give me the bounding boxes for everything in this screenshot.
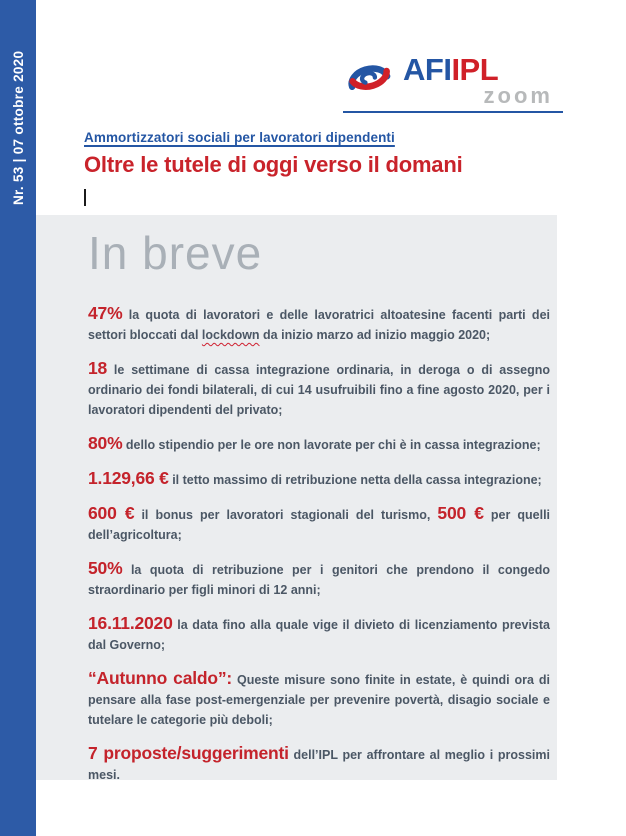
in-breve-item: 16.11.2020 la data fino alla quale vige … xyxy=(88,613,550,655)
item-lead-value: 18 xyxy=(88,358,108,378)
in-breve-item: 47% la quota di lavoratori e delle lavor… xyxy=(88,303,550,345)
item-lead-value: 1.129,66 € xyxy=(88,468,169,488)
in-breve-heading: In breve xyxy=(88,227,263,279)
in-breve-item: 1.129,66 € il tetto massimo di retribuzi… xyxy=(88,468,550,490)
item-text: da inizio marzo ad inizio maggio 2020; xyxy=(259,328,491,342)
item-text: il tetto massimo di retribuzione netta d… xyxy=(168,473,542,487)
logo-zoom-label: zoom xyxy=(483,83,553,108)
issue-sidebar: Nr. 53 | 07 ottobre 2020 xyxy=(0,0,36,836)
item-lead-value: 600 € xyxy=(88,503,135,523)
item-lead-value: 47% xyxy=(88,303,123,323)
kicker-heading[interactable]: Ammortizzatori sociali per lavoratori di… xyxy=(84,130,395,145)
item-text: Queste misure sono finite in estate, è q… xyxy=(88,673,550,727)
item-text: la quota di retribuzione per i genitori … xyxy=(88,563,550,597)
item-lead-value: 16.11.2020 xyxy=(88,613,173,633)
item-text: dello stipendio per le ore non lavorate … xyxy=(122,438,541,452)
in-breve-item: 80% dello stipendio per le ore non lavor… xyxy=(88,433,550,455)
in-breve-item: 600 € il bonus per lavoratori stagionali… xyxy=(88,503,550,545)
item-text: per quelli dell’agricoltura; xyxy=(88,508,551,542)
item-lead-value: “Autunno caldo”: xyxy=(88,668,233,688)
in-breve-item: 18 le settimane di cassa integrazione or… xyxy=(88,358,550,420)
item-text: il bonus per lavoratori stagionali del t… xyxy=(134,508,438,522)
in-breve-item: 7 proposte/suggerimenti dell’IPL per aff… xyxy=(88,743,550,785)
item-lead-value: 50% xyxy=(88,558,123,578)
logo-afi: AFI xyxy=(403,52,452,87)
in-breve-list: 47% la quota di lavoratori e delle lavor… xyxy=(88,303,550,785)
spellcheck-word: lockdown xyxy=(201,328,260,342)
item-text: le settimane di cassa integrazione ordin… xyxy=(88,363,550,417)
item-text: la data fino alla quale vige il divieto … xyxy=(88,618,550,652)
issue-date-label: Nr. 53 | 07 ottobre 2020 xyxy=(10,50,26,205)
logo-divider-rule xyxy=(343,111,563,113)
in-breve-box: In breve 47% la quota di lavoratori e de… xyxy=(36,215,557,782)
afi-ipl-logo: AFIIPL xyxy=(343,50,563,107)
item-lead-value: 500 € xyxy=(437,503,484,523)
item-lead-value: 7 proposte/suggerimenti xyxy=(88,743,289,763)
logo-ipl: IPL xyxy=(451,52,499,87)
text-cursor xyxy=(84,189,86,206)
swirl-globe-icon xyxy=(343,56,395,107)
item-lead-value: 80% xyxy=(88,433,123,453)
page-title: Oltre le tutele di oggi verso il domani xyxy=(84,152,463,177)
item-text: la quota di lavoratori e delle lavoratri… xyxy=(88,308,550,342)
item-text: dell’IPL per affrontare al meglio i pros… xyxy=(88,748,550,782)
in-breve-item: 50% la quota di retribuzione per i genit… xyxy=(88,558,550,600)
in-breve-item: “Autunno caldo”: Queste misure sono fini… xyxy=(88,668,550,730)
logo-wordmark: AFIIPL xyxy=(403,50,499,90)
